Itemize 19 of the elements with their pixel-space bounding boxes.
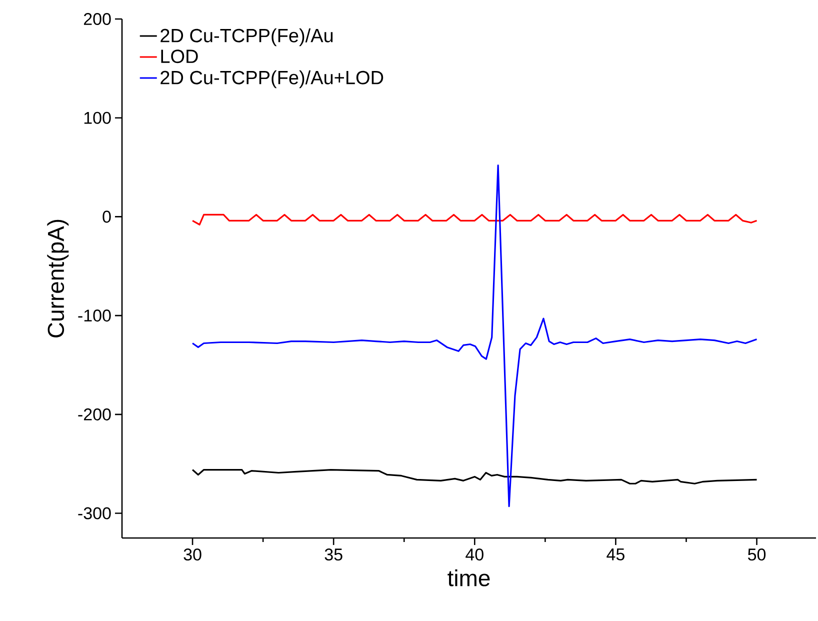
line-series [192, 214, 758, 226]
y-tick-label: 200 [84, 12, 111, 26]
line-series [192, 468, 758, 484]
y-tick-label: -100 [78, 310, 111, 322]
y-tick-label: 0 [102, 210, 111, 223]
legend-label: 2D Cu-TCPP(Fe)/Au+LOD [160, 70, 384, 88]
x-tick-label: 50 [748, 548, 766, 561]
x-tick-label: 45 [606, 548, 624, 560]
x-axis-title: time [448, 569, 490, 586]
x-tick-label: 35 [324, 548, 342, 561]
legend-label: 2D Cu-TCPP(Fe)/Au [160, 28, 333, 46]
y-tick-label: -200 [78, 408, 111, 420]
y-tick-label: -300 [78, 507, 111, 520]
y-axis-title: Current(pA) [47, 220, 69, 338]
x-tick-label: 30 [184, 548, 202, 561]
legend-label: LOD [161, 50, 198, 64]
y-tick-label: 100 [84, 112, 111, 124]
x-tick-label: 40 [466, 548, 484, 561]
line-series [192, 164, 758, 508]
